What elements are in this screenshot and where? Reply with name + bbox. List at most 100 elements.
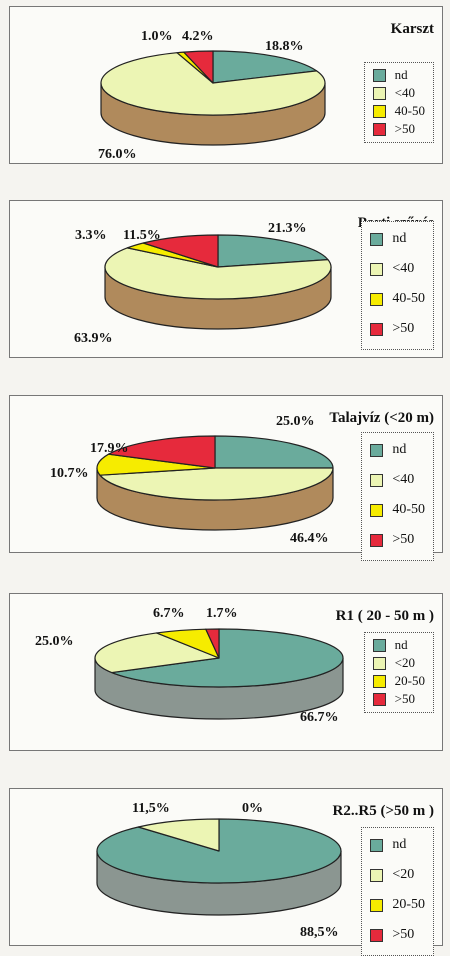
legend-label: >50 — [394, 691, 415, 706]
legend-label: >50 — [392, 927, 415, 942]
legend-label: nd — [392, 442, 407, 457]
slice-percent-label: 21.3% — [268, 221, 307, 236]
legend-label: nd — [394, 67, 408, 82]
legend-swatch — [370, 868, 384, 882]
legend-swatch — [372, 656, 386, 670]
slice-percent-label: 66.7% — [300, 710, 339, 725]
legend-label: nd — [394, 637, 408, 652]
legend-item: >50 — [370, 527, 425, 553]
legend-label: 40-50 — [392, 502, 425, 517]
slice-percent-label: 4.2% — [182, 29, 214, 44]
pie-chart-panel: Parti szűrés21.3%63.9%3.3%11.5%nd<4040-5… — [9, 200, 443, 358]
pie-slice — [205, 628, 220, 659]
legend-label: 20-50 — [392, 897, 425, 912]
chart-legend: nd <20 20-50 >50 — [363, 632, 434, 713]
pie-slice — [137, 818, 220, 852]
chart-title: R1 ( 20 - 50 m ) — [335, 608, 434, 624]
pie-slice — [99, 467, 334, 501]
slice-percent-label: 88,5% — [300, 925, 339, 940]
pie-chart-panel: R2..R5 (>50 m ) 88,5% 11,5% 0% nd <20 20-50 >50 — [9, 788, 443, 956]
slice-percent-label: 0% — [242, 801, 263, 816]
slice-percent-label: 1.7% — [206, 606, 238, 621]
legend-swatch — [370, 533, 384, 547]
pie-slice — [217, 234, 329, 268]
pie-chart-panel: Karszt 18.8% 76.0% 1.0% 4.2% nd <40 40-50 >50 — [9, 6, 443, 164]
legend-label: nd — [392, 837, 407, 852]
pie-slice — [214, 435, 334, 469]
pie-slice — [183, 50, 214, 84]
legend-label: >50 — [392, 532, 415, 547]
legend-swatch — [370, 443, 384, 457]
pie-chart-panel: Talajvíz (<20 m) 25.0% 46.4% 10.7% 17.9% nd <4… — [9, 395, 443, 561]
slice-percent-label: 18.8% — [265, 39, 304, 54]
legend-swatch — [370, 322, 384, 336]
legend-item: 20-50 — [372, 673, 425, 689]
legend-label: <20 — [394, 655, 415, 670]
pie-chart-svg — [96, 818, 342, 916]
chart-legend: nd <40 40-50 >50 — [361, 221, 434, 350]
legend-item: <40 — [372, 85, 425, 101]
legend-item: >50 — [370, 316, 425, 342]
legend-swatch — [372, 638, 386, 652]
legend-label: 40-50 — [392, 291, 425, 306]
legend-item: 40-50 — [372, 103, 425, 119]
slice-percent-label: 10.7% — [50, 466, 89, 481]
legend-item: nd — [372, 637, 425, 653]
legend-swatch — [372, 68, 386, 82]
legend-swatch — [370, 262, 384, 276]
pie-slice — [111, 628, 344, 688]
legend-label: <40 — [392, 472, 415, 487]
slice-percent-label: 25.0% — [276, 414, 315, 429]
slice-percent-label: 1.0% — [141, 29, 173, 44]
legend-item: nd — [370, 832, 425, 858]
chart-title: R2..R5 (>50 m ) — [332, 803, 434, 819]
legend-label: >50 — [392, 321, 415, 336]
legend-swatch — [372, 674, 386, 688]
legend-swatch — [370, 292, 384, 306]
legend-swatch — [372, 692, 386, 706]
legend-label: <40 — [392, 261, 415, 276]
pie-chart-svg — [100, 50, 326, 146]
legend-label: >50 — [394, 121, 415, 136]
slice-percent-label: 11.5% — [123, 228, 161, 243]
legend-item: 40-50 — [370, 286, 425, 312]
legend-item: <20 — [372, 655, 425, 671]
legend-swatch — [372, 122, 386, 136]
pie-slice — [104, 247, 332, 300]
chart-legend: nd <20 20-50 >50 — [361, 827, 434, 956]
legend-item: <20 — [370, 862, 425, 888]
slice-percent-label: 46.4% — [290, 531, 329, 546]
legend-item: nd — [372, 67, 425, 83]
legend-label: 40-50 — [394, 103, 425, 118]
legend-label: nd — [392, 231, 407, 246]
legend-swatch — [370, 898, 384, 912]
legend-label: 20-50 — [394, 673, 425, 688]
slice-percent-label: 25.0% — [35, 634, 74, 649]
slice-percent-label: 63.9% — [74, 331, 113, 346]
legend-item: nd — [370, 437, 425, 463]
legend-swatch — [370, 503, 384, 517]
slice-percent-label: 76.0% — [98, 147, 137, 162]
legend-item: nd — [370, 226, 425, 252]
legend-swatch — [372, 104, 386, 118]
legend-swatch — [370, 928, 384, 942]
pie-chart-svg — [96, 435, 334, 531]
legend-swatch — [372, 86, 386, 100]
chart-title: Talajvíz (<20 m) — [329, 410, 434, 426]
legend-swatch — [370, 838, 384, 852]
chart-legend: nd <40 40-50 >50 — [361, 432, 434, 561]
slice-percent-label: 11,5% — [132, 801, 170, 816]
legend-item: <40 — [370, 256, 425, 282]
legend-item: >50 — [372, 691, 425, 707]
legend-swatch — [370, 232, 384, 246]
legend-item: <40 — [370, 467, 425, 493]
legend-swatch — [370, 473, 384, 487]
slice-percent-label: 3.3% — [75, 228, 107, 243]
slice-percent-label: 17.9% — [90, 441, 129, 456]
legend-item: >50 — [372, 121, 425, 137]
chart-legend: nd <40 40-50 >50 — [363, 62, 434, 143]
pie-slice — [142, 234, 219, 268]
legend-label: <20 — [392, 867, 415, 882]
chart-title: Karszt — [390, 21, 434, 37]
legend-item: >50 — [370, 922, 425, 948]
